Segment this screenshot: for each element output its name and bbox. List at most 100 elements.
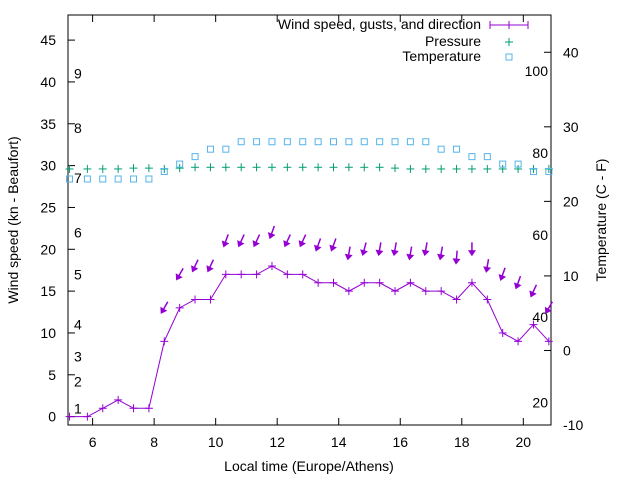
tick-layer: 6 8 10 12 14 16 18 20051015202530354045-1001020… — [40, 15, 583, 450]
temperature-point — [422, 138, 430, 146]
arrow-head — [513, 282, 522, 290]
wind-speed-point — [206, 295, 215, 304]
wind-speed-point — [129, 404, 138, 413]
wind-direction-arrow — [175, 267, 184, 281]
temperature-point — [253, 138, 261, 146]
wind-speed-point — [421, 287, 430, 296]
arrow-head — [221, 240, 230, 248]
temperature-point — [468, 153, 476, 161]
pressure-point — [391, 164, 400, 173]
legend-label-pressure: Pressure — [425, 33, 481, 49]
x-tick-label: 14 — [331, 434, 347, 450]
temperature-point — [345, 138, 353, 146]
plot-frame — [67, 14, 552, 426]
pressure-point — [406, 164, 415, 173]
pressure-point — [483, 164, 492, 173]
temperature-point — [206, 145, 214, 153]
temperature-point — [376, 138, 384, 146]
x-axis-label: Local time (Europe/Athens) — [224, 458, 394, 474]
wind-direction-arrow — [237, 234, 245, 248]
arrow-head — [252, 240, 260, 248]
pressure-point — [65, 164, 74, 173]
temperature-point — [329, 138, 337, 146]
y2-tick-label: -10 — [563, 417, 583, 433]
temperature-point — [529, 168, 537, 176]
wind-speed-point — [314, 278, 323, 287]
legend-label-wind: Wind speed, gusts, and direction — [278, 16, 481, 32]
pressure-point — [267, 163, 276, 172]
temperature-point — [283, 138, 291, 146]
y2-tick-label: 20 — [563, 193, 579, 209]
arrow-head — [360, 249, 368, 257]
wind-speed-point — [221, 270, 230, 279]
wind-speed-point — [144, 404, 153, 413]
arrow-head — [390, 249, 399, 257]
pressure-point — [237, 163, 246, 172]
wind-direction-arrow — [329, 238, 337, 252]
wind-direction-arrow — [252, 234, 261, 248]
temperature-point — [391, 138, 399, 146]
y-tick-label: 15 — [40, 283, 56, 299]
wind-speed-point — [529, 320, 538, 329]
x-tick-label: 12 — [269, 434, 285, 450]
fahrenheit-label: 60 — [532, 227, 548, 243]
temperature-point — [99, 175, 107, 183]
pressure-point — [175, 164, 184, 173]
series-wind-speed-gusts-and-direction — [65, 262, 553, 421]
fahrenheit-label: 40 — [532, 309, 548, 325]
y2-tick-label: 0 — [563, 342, 571, 358]
wind-direction-arrow — [421, 242, 430, 257]
wind-speed-point — [467, 278, 476, 287]
wind-speed-point — [344, 287, 353, 296]
pressure-point — [298, 163, 307, 172]
temperature-point — [437, 145, 445, 153]
wind-speed-point — [114, 395, 123, 404]
beaufort-label: 3 — [74, 348, 82, 364]
wind-direction-arrow — [498, 267, 507, 281]
wind-speed-point — [483, 295, 492, 304]
arrow-head — [283, 240, 291, 248]
pressure-point — [437, 164, 446, 173]
pressure-point — [514, 164, 523, 173]
wind-speed-point — [267, 262, 276, 271]
series-layer — [65, 138, 553, 421]
wind-speed-point — [252, 270, 261, 279]
temperature-point — [360, 138, 368, 146]
temperature-point — [114, 175, 122, 183]
y2-axis-label: Temperature (C - F) — [593, 159, 609, 282]
wind-direction-arrow — [452, 250, 461, 265]
y2-tick-label: 30 — [563, 119, 579, 135]
wind-direction-arrow — [467, 242, 476, 257]
fahrenheit-label: 20 — [532, 395, 548, 411]
arrow-head — [267, 232, 276, 240]
pressure-point — [467, 164, 476, 173]
pressure-point — [83, 164, 92, 173]
wind-speed-point — [544, 337, 553, 346]
beaufort-label: 8 — [74, 120, 82, 136]
wind-speed-point — [98, 404, 107, 413]
beaufort-label: 2 — [74, 373, 82, 389]
arrow-head — [467, 250, 476, 257]
wind-speed-point — [391, 287, 400, 296]
y-tick-label: 40 — [40, 74, 56, 90]
pressure-point — [421, 164, 430, 173]
arrow-head — [498, 273, 507, 281]
y-tick-label: 35 — [40, 116, 56, 132]
beaufort-label: 5 — [74, 266, 82, 282]
wind-direction-arrow — [298, 234, 307, 248]
temperature-point — [66, 175, 74, 183]
wind-speed-point — [175, 303, 184, 312]
fahrenheit-label: 80 — [532, 145, 548, 161]
wind-direction-arrow — [406, 246, 415, 261]
temperature-point — [299, 138, 307, 146]
pressure-point — [314, 163, 323, 172]
temperature-point — [483, 153, 491, 161]
wind-speed-point — [360, 278, 369, 287]
y-tick-label: 0 — [48, 409, 56, 425]
beaufort-label: 6 — [74, 225, 82, 241]
wind-speed-point — [406, 278, 415, 287]
beaufort-label: 1 — [74, 400, 82, 416]
temperature-point — [406, 138, 414, 146]
x-tick-label: 20 — [516, 434, 532, 450]
